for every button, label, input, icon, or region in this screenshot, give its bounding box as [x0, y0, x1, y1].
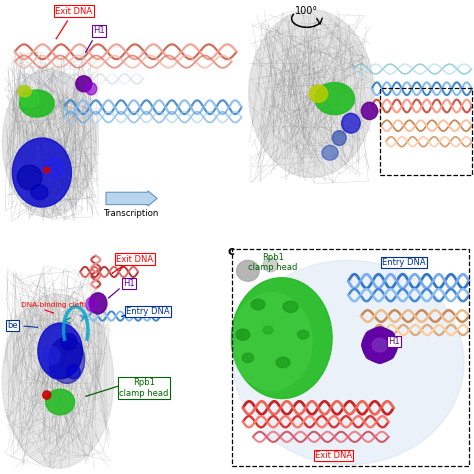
Text: Exit DNA: Exit DNA — [55, 7, 92, 16]
Text: DNA-binding cleft: DNA-binding cleft — [21, 302, 85, 309]
Circle shape — [67, 365, 80, 379]
Bar — [380, 88, 472, 175]
Ellipse shape — [233, 260, 464, 465]
Ellipse shape — [365, 330, 377, 342]
Ellipse shape — [383, 330, 394, 342]
Circle shape — [42, 346, 60, 365]
Text: Exit DNA: Exit DNA — [116, 255, 154, 264]
Ellipse shape — [2, 294, 114, 468]
Ellipse shape — [386, 339, 398, 351]
Text: c: c — [228, 245, 235, 258]
Ellipse shape — [309, 85, 328, 102]
Ellipse shape — [276, 357, 290, 368]
Ellipse shape — [89, 293, 107, 314]
Ellipse shape — [372, 338, 387, 352]
Ellipse shape — [322, 146, 338, 160]
Circle shape — [49, 365, 63, 379]
Text: Rpb1
clamp head: Rpb1 clamp head — [119, 378, 168, 398]
Ellipse shape — [361, 102, 378, 119]
Text: Entry DNA: Entry DNA — [127, 307, 170, 316]
FancyArrow shape — [106, 191, 157, 206]
Text: 100°: 100° — [295, 6, 319, 16]
Ellipse shape — [46, 389, 74, 415]
Ellipse shape — [49, 337, 85, 383]
Ellipse shape — [362, 328, 397, 363]
Ellipse shape — [263, 326, 273, 334]
Ellipse shape — [249, 10, 374, 177]
Ellipse shape — [236, 329, 250, 340]
Ellipse shape — [76, 76, 92, 92]
Ellipse shape — [332, 131, 346, 146]
Ellipse shape — [342, 113, 360, 133]
Ellipse shape — [86, 298, 97, 311]
Ellipse shape — [31, 185, 48, 200]
Circle shape — [61, 334, 77, 350]
Circle shape — [237, 260, 259, 281]
Ellipse shape — [383, 348, 394, 360]
Text: H1: H1 — [123, 279, 135, 288]
Ellipse shape — [362, 339, 374, 351]
Text: Transcription: Transcription — [104, 209, 160, 218]
Circle shape — [43, 391, 51, 399]
Ellipse shape — [20, 90, 39, 107]
Ellipse shape — [365, 348, 377, 360]
Ellipse shape — [17, 165, 42, 190]
Ellipse shape — [251, 299, 265, 310]
Ellipse shape — [232, 278, 332, 399]
Ellipse shape — [298, 330, 309, 339]
Ellipse shape — [232, 293, 312, 391]
Ellipse shape — [283, 301, 298, 312]
Ellipse shape — [315, 82, 355, 115]
Ellipse shape — [20, 90, 54, 117]
Text: H1: H1 — [93, 27, 104, 35]
Text: be: be — [7, 321, 18, 330]
Circle shape — [44, 167, 50, 173]
Ellipse shape — [374, 352, 386, 364]
Text: Exit DNA: Exit DNA — [315, 451, 352, 460]
Ellipse shape — [86, 82, 97, 95]
Text: Entry DNA: Entry DNA — [382, 258, 426, 267]
Text: H1: H1 — [388, 337, 400, 346]
Ellipse shape — [242, 353, 254, 363]
Ellipse shape — [374, 327, 386, 338]
Ellipse shape — [18, 86, 31, 97]
Ellipse shape — [2, 69, 96, 217]
Text: Rpb1
clamp head: Rpb1 clamp head — [248, 253, 298, 273]
Circle shape — [263, 258, 278, 272]
Ellipse shape — [12, 138, 72, 207]
Ellipse shape — [38, 323, 82, 379]
Ellipse shape — [45, 158, 64, 177]
